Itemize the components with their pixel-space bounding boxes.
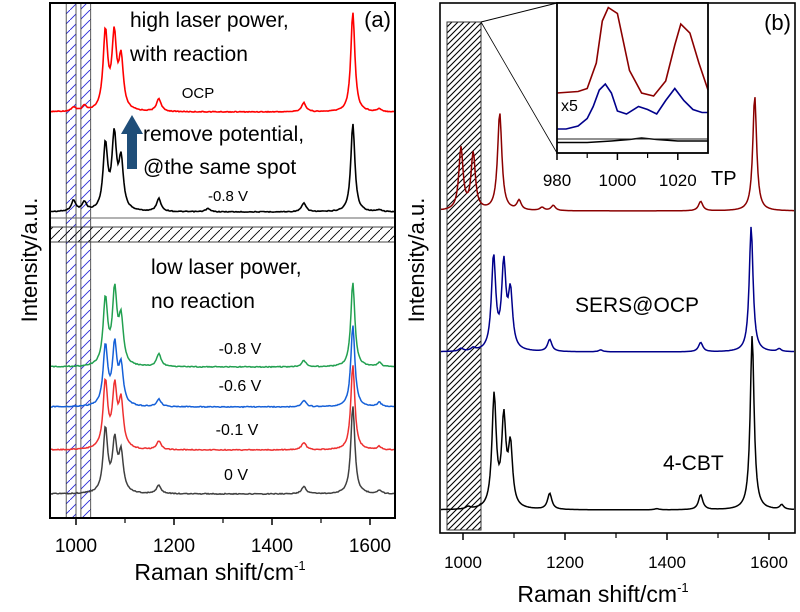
x-tick-label: 1000: [444, 553, 482, 572]
panel-b: 1000 1200 1400 1600 980 1000 1020 x5 (b) TP S…: [404, 2, 796, 607]
x-tick-label: 1200: [153, 536, 195, 557]
traces: [50, 12, 395, 496]
series-label-sers-ocp: SERS@OCP: [575, 294, 699, 317]
panel-a: 1000 1200 1400 1600 (a) high laser power, w…: [17, 2, 396, 585]
highlight-bands: [65, 2, 92, 519]
x-tick-label: 1600: [349, 536, 391, 557]
lower-annotation-line-1: low laser power,: [151, 256, 302, 279]
series-label-4cbt: 4-CBT: [663, 452, 724, 475]
series-line-tp: [440, 97, 794, 212]
x-tick-label: 1400: [648, 553, 686, 572]
x-tick-label: 1400: [251, 536, 293, 557]
highlight-band: [446, 21, 482, 531]
zoom-connector-bottom: [480, 21, 558, 154]
axis-break-band: [49, 217, 396, 243]
series-line-sers-ocp: [441, 226, 794, 353]
series-label-0v: 0 V: [224, 467, 248, 484]
inset-x-axis: 980 1000 1020: [543, 153, 697, 190]
series-line--0-1-v: [51, 365, 395, 452]
x-axis-title: Raman shift/cm-1: [517, 580, 688, 607]
inset-plot: 980 1000 1020 x5: [543, 2, 709, 190]
series-label-neg06: -0.6 V: [219, 378, 262, 395]
annotation-line-2: with reaction: [129, 43, 248, 66]
series-label-ocp: OCP: [182, 85, 215, 102]
inset-scale-annotation: x5: [561, 98, 578, 115]
series-line-0-v: [50, 406, 395, 496]
panel-label: (b): [764, 10, 791, 35]
series-line-ocp: [50, 12, 395, 114]
arrow-annotation-line-1: remove potential,: [143, 123, 304, 146]
svg-text:Raman shift/cm-1: Raman shift/cm-1: [134, 558, 305, 585]
traces: [440, 97, 795, 511]
inset-x-tick-label: 980: [543, 171, 571, 190]
x-tick-label: 1600: [750, 553, 788, 572]
series-line--0-8-v: [50, 282, 395, 369]
panel-label: (a): [364, 7, 391, 32]
inset-x-tick-label: 1000: [598, 171, 636, 190]
x-axis: 1000 1200 1400 1600: [55, 518, 391, 557]
series-label-neg08-high: -0.8 V: [208, 188, 248, 205]
series-line--0-8-v: [50, 123, 395, 214]
x-tick-label: 1200: [546, 553, 584, 572]
svg-text:Raman shift/cm-1: Raman shift/cm-1: [517, 580, 688, 607]
highlight-band-1: [65, 2, 77, 519]
inset-frame: [556, 2, 709, 154]
series-line-4-cbt: [441, 336, 795, 511]
inset-x-tick-label: 1020: [659, 171, 697, 190]
zoom-connector-top: [480, 2, 558, 23]
series-label-tp: TP: [711, 168, 737, 190]
series-label-neg01: -0.1 V: [216, 422, 259, 439]
arrow-up-icon: [121, 115, 143, 169]
x-axis-title: Raman shift/cm-1: [134, 558, 305, 585]
y-axis-title: Intensity/a.u.: [404, 198, 429, 323]
inset-series-line-tp: [556, 6, 709, 97]
x-tick-label: 1000: [55, 536, 97, 557]
series-label-neg08: -0.8 V: [219, 341, 262, 358]
inset-traces: [556, 6, 709, 144]
arrow-annotation-line-2: @the same spot: [143, 156, 296, 179]
inset-series-line-sers-ocp: [557, 82, 708, 130]
highlight-band-2: [80, 2, 92, 519]
x-axis: 1000 1200 1400 1600: [444, 533, 788, 572]
lower-annotation-line-2: no reaction: [151, 290, 255, 313]
annotation-line-1: high laser power,: [130, 9, 289, 32]
y-axis-title: Intensity/a.u.: [17, 198, 42, 323]
series-line--0-6-v: [50, 325, 394, 409]
